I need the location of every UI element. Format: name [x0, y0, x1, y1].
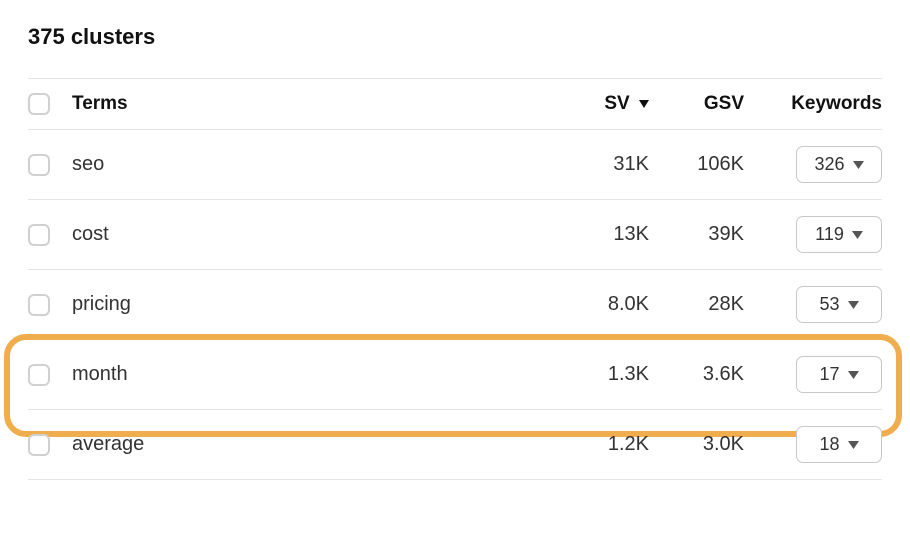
table-row: cost 13K 39K 119	[28, 200, 882, 270]
table-row: seo 31K 106K 326	[28, 130, 882, 200]
clusters-table: Terms SV GSV Keywords seo 31K 106K 326 cost 1…	[28, 78, 882, 480]
keywords-count: 326	[814, 154, 844, 175]
page-title: 375 clusters	[28, 24, 882, 50]
gsv-value: 106K	[697, 153, 744, 175]
column-header-keywords[interactable]: Keywords	[752, 93, 882, 115]
keywords-cell: 326	[752, 146, 882, 183]
header-checkbox-cell	[28, 93, 72, 115]
column-header-sv-label: SV	[604, 93, 629, 114]
keywords-count: 18	[819, 434, 839, 455]
gsv-cell: 28K	[657, 293, 752, 316]
row-checkbox[interactable]	[28, 224, 50, 246]
gsv-cell: 39K	[657, 223, 752, 246]
keywords-dropdown-button[interactable]: 326	[796, 146, 882, 183]
term-cell: month	[72, 363, 552, 386]
column-header-terms-label: Terms	[72, 93, 128, 114]
gsv-cell: 3.0K	[657, 433, 752, 456]
row-checkbox[interactable]	[28, 294, 50, 316]
clusters-panel: 375 clusters Terms SV GSV Keywords seo 31…	[0, 0, 910, 480]
term-label: average	[72, 433, 144, 455]
keywords-count: 17	[819, 364, 839, 385]
row-checkbox-cell	[28, 294, 72, 316]
table-header-row: Terms SV GSV Keywords	[28, 78, 882, 130]
column-header-sv[interactable]: SV	[552, 93, 657, 115]
term-cell: pricing	[72, 293, 552, 316]
term-cell: seo	[72, 153, 552, 176]
term-label: pricing	[72, 293, 131, 315]
row-checkbox-cell	[28, 434, 72, 456]
keywords-dropdown-button[interactable]: 119	[796, 216, 882, 253]
row-checkbox-cell	[28, 224, 72, 246]
table-row: pricing 8.0K 28K 53	[28, 270, 882, 340]
row-checkbox[interactable]	[28, 154, 50, 176]
gsv-value: 3.0K	[703, 433, 744, 455]
sv-cell: 31K	[552, 153, 657, 176]
column-header-gsv-label: GSV	[704, 93, 744, 114]
chevron-down-icon	[848, 371, 859, 379]
column-header-gsv[interactable]: GSV	[657, 93, 752, 115]
sv-cell: 13K	[552, 223, 657, 246]
term-label: cost	[72, 223, 109, 245]
keywords-cell: 18	[752, 426, 882, 463]
chevron-down-icon	[852, 231, 863, 239]
sv-value: 8.0K	[608, 293, 649, 315]
row-checkbox[interactable]	[28, 434, 50, 456]
column-header-keywords-label: Keywords	[791, 93, 882, 115]
sort-desc-icon	[639, 100, 649, 108]
gsv-value: 39K	[708, 223, 744, 245]
sv-value: 13K	[613, 223, 649, 245]
chevron-down-icon	[848, 441, 859, 449]
keywords-dropdown-button[interactable]: 18	[796, 426, 882, 463]
sv-cell: 1.2K	[552, 433, 657, 456]
keywords-cell: 119	[752, 216, 882, 253]
keywords-cell: 17	[752, 356, 882, 393]
gsv-cell: 106K	[657, 153, 752, 176]
term-cell: cost	[72, 223, 552, 246]
table-row: month 1.3K 3.6K 17	[28, 340, 882, 410]
keywords-dropdown-button[interactable]: 53	[796, 286, 882, 323]
chevron-down-icon	[853, 161, 864, 169]
select-all-checkbox[interactable]	[28, 93, 50, 115]
row-checkbox-cell	[28, 364, 72, 386]
sv-value: 1.3K	[608, 363, 649, 385]
keywords-count: 53	[819, 294, 839, 315]
sv-cell: 8.0K	[552, 293, 657, 316]
keywords-dropdown-button[interactable]: 17	[796, 356, 882, 393]
gsv-value: 3.6K	[703, 363, 744, 385]
term-label: seo	[72, 153, 104, 175]
sv-value: 31K	[613, 153, 649, 175]
term-label: month	[72, 363, 128, 385]
sv-cell: 1.3K	[552, 363, 657, 386]
column-header-terms[interactable]: Terms	[72, 93, 552, 115]
table-row: average 1.2K 3.0K 18	[28, 410, 882, 480]
keywords-count: 119	[815, 224, 844, 245]
row-checkbox-cell	[28, 154, 72, 176]
sv-value: 1.2K	[608, 433, 649, 455]
row-checkbox[interactable]	[28, 364, 50, 386]
keywords-cell: 53	[752, 286, 882, 323]
gsv-value: 28K	[708, 293, 744, 315]
chevron-down-icon	[848, 301, 859, 309]
term-cell: average	[72, 433, 552, 456]
gsv-cell: 3.6K	[657, 363, 752, 386]
